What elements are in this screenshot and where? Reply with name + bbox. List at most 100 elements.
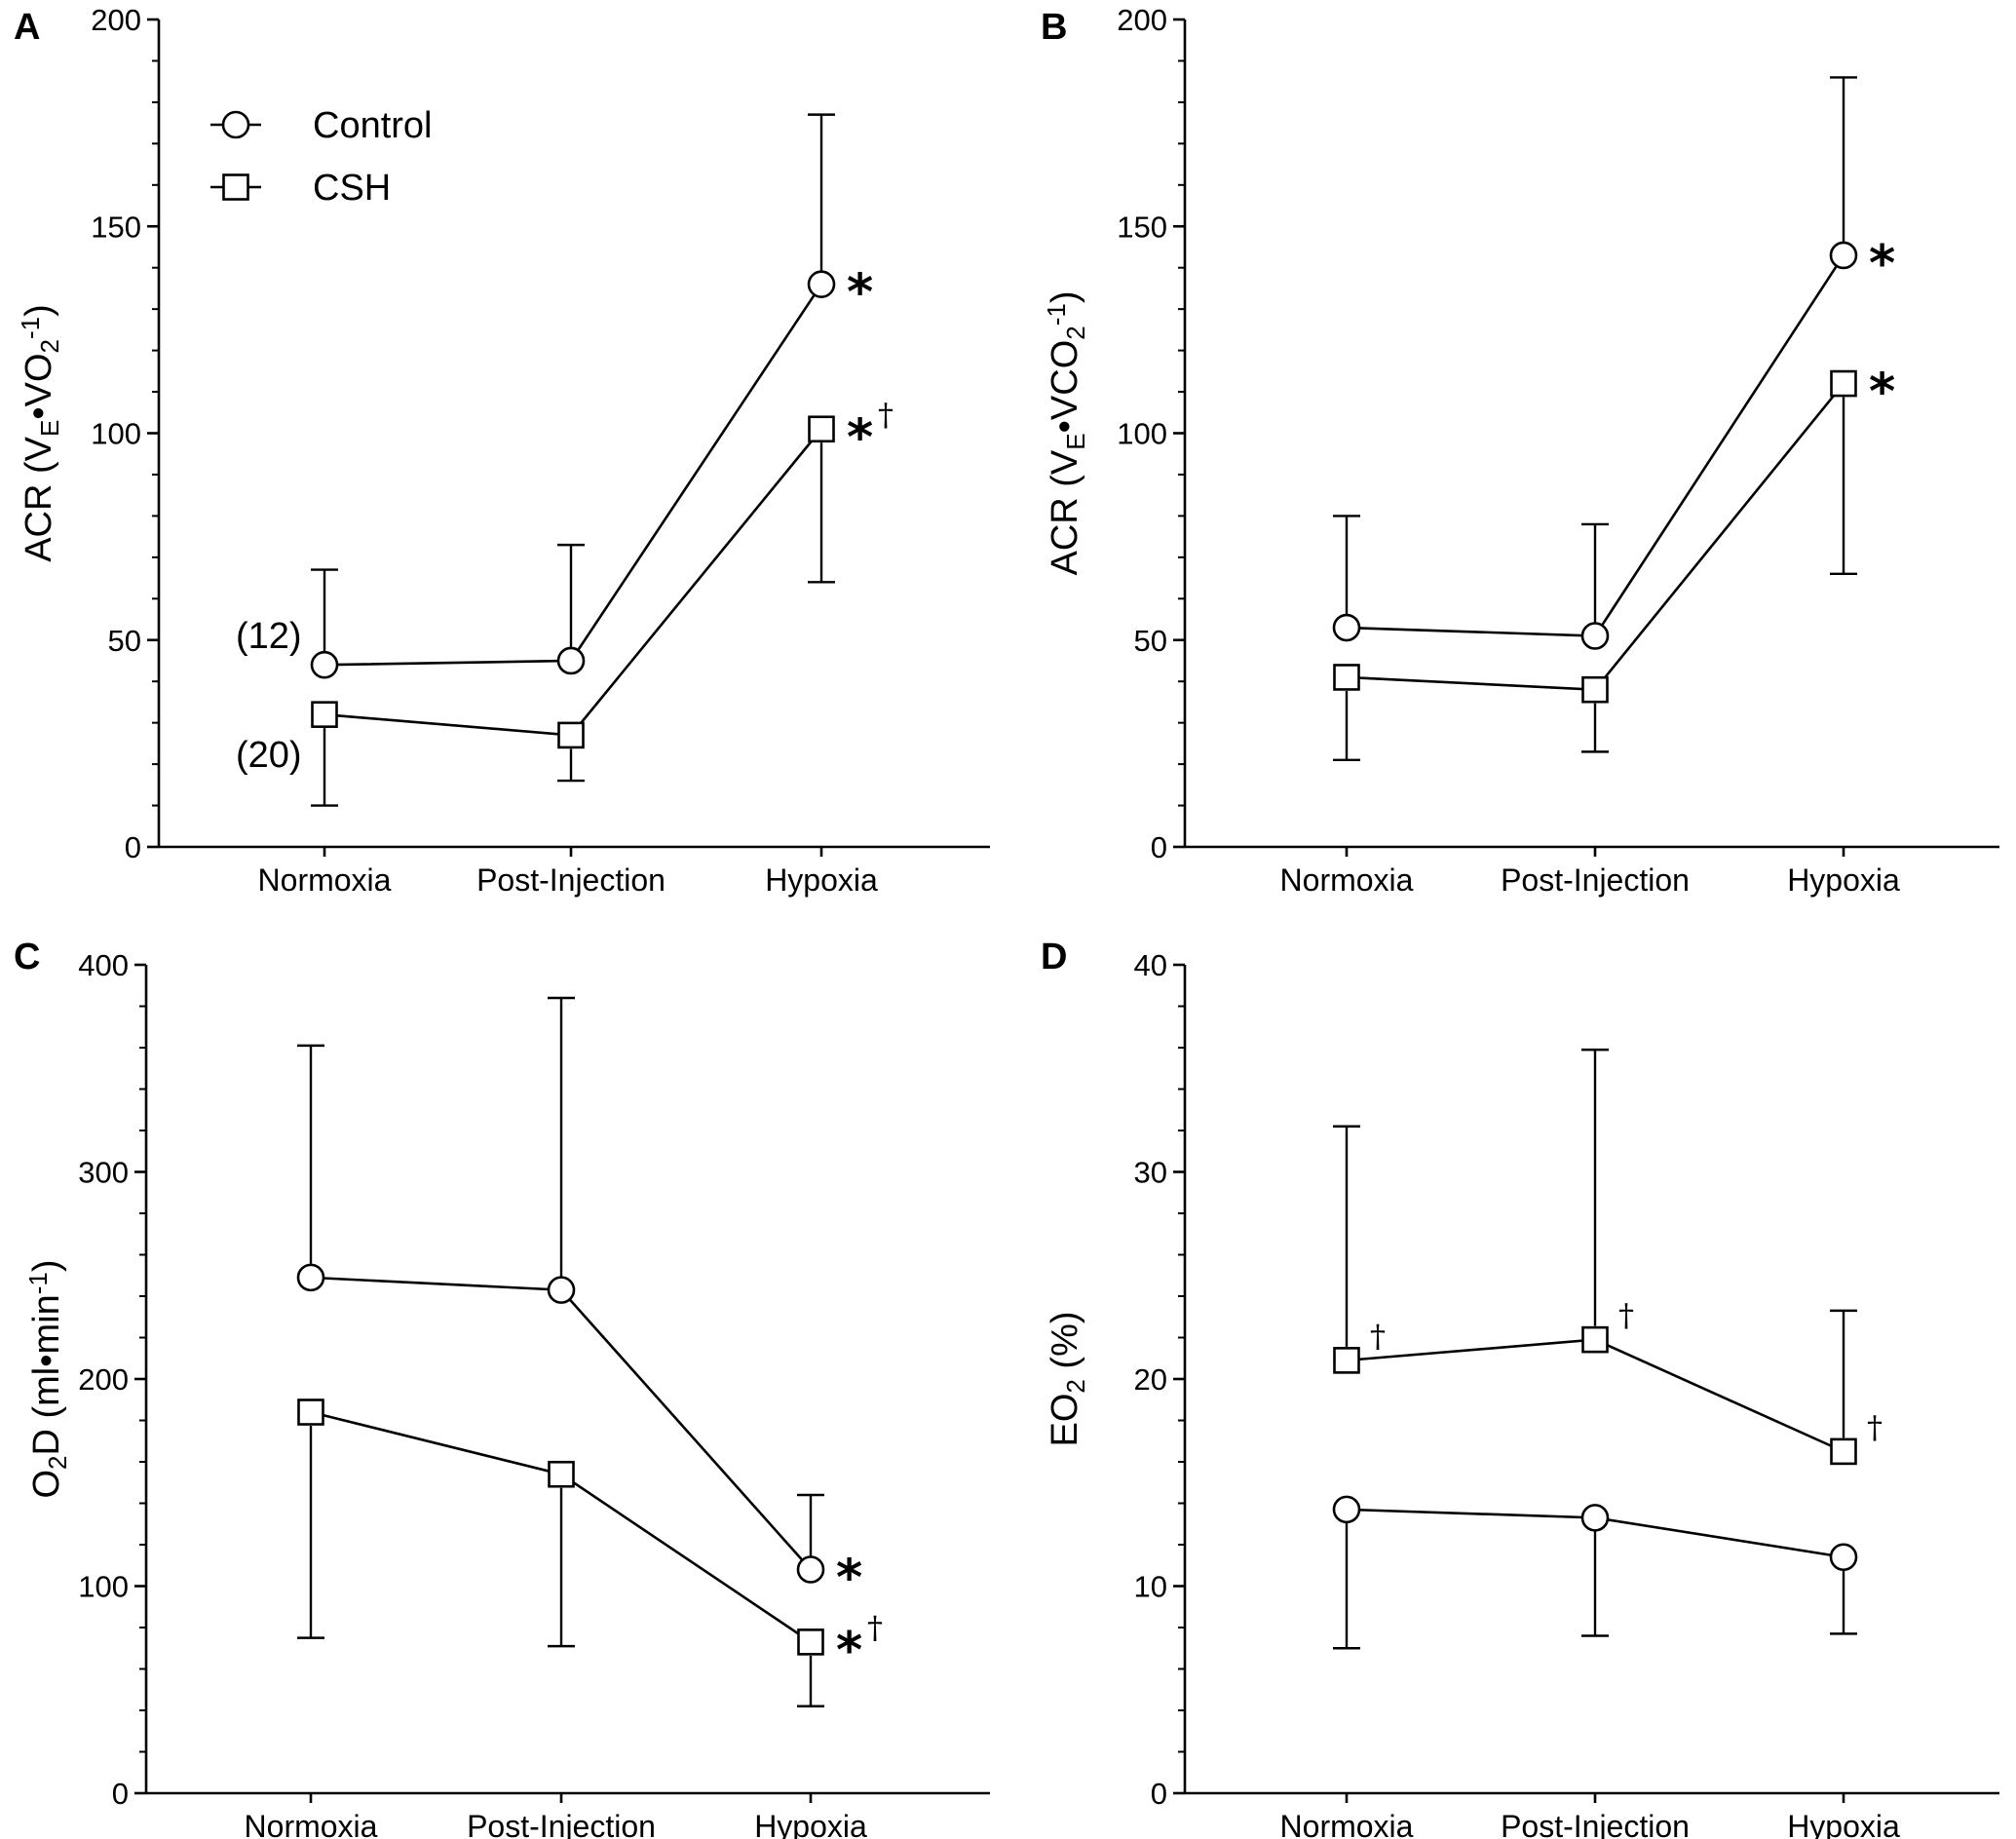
data-point-circle xyxy=(1829,241,1858,270)
data-point-square xyxy=(808,415,835,443)
y-tick-label: 0 xyxy=(1151,830,1167,864)
x-tick-label: Normoxia xyxy=(1280,862,1414,898)
data-point-square xyxy=(1581,1325,1609,1354)
series-line xyxy=(1346,1338,1845,1453)
series-csh: * † xyxy=(311,396,894,807)
y-axis-title-part: 2 xyxy=(1061,1379,1090,1393)
significance-star: * xyxy=(847,408,873,467)
series-control: * xyxy=(296,996,862,1608)
legend: Control CSH xyxy=(210,105,433,209)
y-axis-title: O2D (ml•min-1) xyxy=(23,1259,71,1498)
y-tick-label: 400 xyxy=(78,948,129,982)
y-axis-title: ACR (VE•VO2-1) xyxy=(16,304,63,562)
y-tick-label: 40 xyxy=(1134,948,1167,982)
series-control: * xyxy=(310,113,873,679)
y-axis-title-part: -1 xyxy=(23,1272,53,1294)
y-axis-title-part: (%) xyxy=(1045,1311,1085,1379)
group-n-label: (20) xyxy=(236,735,302,776)
y-tick-label: 200 xyxy=(1117,3,1167,37)
data-point-circle xyxy=(1332,1495,1361,1524)
data-point-circle xyxy=(556,646,586,675)
data-point-square xyxy=(311,701,338,728)
y-tick-label: 100 xyxy=(1117,417,1167,451)
significance-star: * xyxy=(836,1550,862,1608)
y-axis-title-part: ) xyxy=(26,1259,67,1272)
legend-marker-circle xyxy=(221,110,250,139)
group-n-label: (12) xyxy=(236,616,302,657)
significance-dagger: † xyxy=(1370,1318,1386,1355)
data-point-circle xyxy=(310,650,339,679)
panel-d: D 0 10 20 30 40 Normoxia Post-Injection Hypoxia E… xyxy=(1041,937,1999,1839)
panel-letter: C xyxy=(14,937,40,977)
x-tick-label: Post-Injection xyxy=(1501,862,1690,898)
data-point-square xyxy=(1830,1437,1857,1466)
y-axis-title-part: ACR (V xyxy=(1045,449,1085,575)
y-tick-label: 150 xyxy=(1117,210,1167,244)
x-tick-label: Hypoxia xyxy=(1787,1809,1900,1839)
data-point-square xyxy=(1333,1347,1360,1374)
significance-star: * xyxy=(1869,235,1895,293)
data-point-circle xyxy=(796,1555,825,1584)
y-axis-title-part: ACR (V xyxy=(19,436,59,561)
y-tick-label: 30 xyxy=(1134,1156,1167,1190)
data-point-square xyxy=(1830,369,1857,398)
data-point-square xyxy=(1581,675,1609,704)
legend-label: CSH xyxy=(313,168,391,209)
data-point-circle xyxy=(1580,1504,1610,1532)
y-axis-title-part: •VO xyxy=(19,353,59,419)
data-point-circle xyxy=(547,1276,576,1304)
x-tick-label: Normoxia xyxy=(258,862,392,898)
y-axis-title-part: 2 xyxy=(43,1456,72,1470)
y-axis-title-part: ) xyxy=(19,304,59,317)
y-tick-label: 200 xyxy=(78,1362,129,1397)
significance-dagger: † xyxy=(878,396,894,433)
y-axis-title-part: E xyxy=(1061,433,1090,449)
series-line xyxy=(323,428,823,737)
y-tick-label: 100 xyxy=(78,1570,129,1604)
x-tick-label: Normoxia xyxy=(245,1809,378,1839)
y-axis-title: ACR (VE•VCO2-1) xyxy=(1042,290,1089,575)
data-point-circle xyxy=(807,270,836,298)
panel-letter: A xyxy=(14,7,40,48)
y-axis-title-part: EO xyxy=(1045,1394,1085,1447)
series-csh: † † † xyxy=(1333,1048,1883,1466)
legend-marker-square xyxy=(222,173,249,201)
y-axis-title-part: -1 xyxy=(1042,303,1071,326)
significance-dagger: † xyxy=(1618,1297,1634,1334)
series-line xyxy=(323,283,823,667)
significance-star: * xyxy=(836,1622,862,1680)
data-point-square xyxy=(557,721,585,749)
significance-dagger: † xyxy=(867,1609,883,1646)
x-tick-label: Post-Injection xyxy=(1501,1809,1690,1839)
legend-label: Control xyxy=(313,105,433,146)
y-axis-title-part: 2 xyxy=(35,339,64,353)
y-axis-title-part: O xyxy=(26,1470,67,1499)
y-tick-label: 50 xyxy=(108,624,141,658)
y-tick-label: 0 xyxy=(112,1777,129,1811)
x-tick-label: Normoxia xyxy=(1280,1809,1414,1839)
x-tick-label: Post-Injection xyxy=(467,1809,656,1839)
x-tick-label: Hypoxia xyxy=(1787,862,1900,898)
panel-letter: D xyxy=(1041,937,1067,977)
y-axis-title-part: 2 xyxy=(1061,326,1090,339)
data-point-square xyxy=(548,1460,575,1488)
y-tick-label: 100 xyxy=(91,417,141,451)
data-point-circle xyxy=(296,1263,325,1292)
significance-dagger: † xyxy=(1867,1408,1883,1445)
data-point-square xyxy=(297,1398,324,1426)
y-tick-label: 0 xyxy=(1151,1777,1167,1811)
x-tick-label: Hypoxia xyxy=(765,862,878,898)
y-tick-label: 50 xyxy=(1134,624,1167,658)
panel-letter: B xyxy=(1041,7,1067,48)
series-control: * xyxy=(1332,76,1895,650)
y-tick-label: 150 xyxy=(91,210,141,244)
data-point-circle xyxy=(1332,613,1361,642)
y-tick-label: 300 xyxy=(78,1156,129,1190)
series-control xyxy=(1332,1495,1858,1650)
y-tick-label: 20 xyxy=(1134,1362,1167,1397)
y-tick-label: 0 xyxy=(125,830,141,864)
y-axis-title: EO2 (%) xyxy=(1045,1311,1090,1446)
y-tick-label: 10 xyxy=(1134,1570,1167,1604)
panel-b: B 0 50 100 150 200 Normoxia Post-Injection Hypox… xyxy=(1041,3,1999,898)
